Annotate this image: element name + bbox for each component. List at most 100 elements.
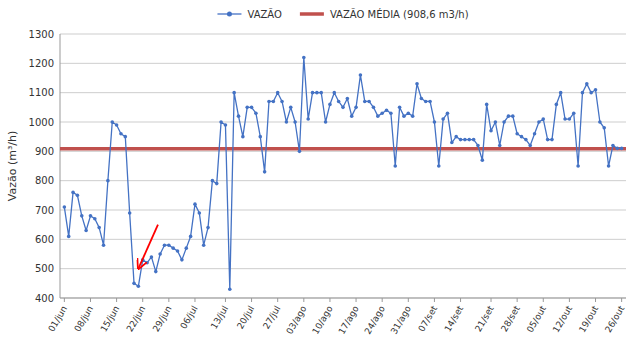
y-axis: 4005006007008009001000110012001300 bbox=[29, 29, 626, 304]
data-point bbox=[502, 120, 506, 124]
data-point bbox=[250, 106, 254, 110]
x-tick-label: 05/out bbox=[525, 304, 549, 335]
data-point bbox=[258, 135, 262, 139]
data-point bbox=[67, 235, 71, 239]
y-tick-label: 1000 bbox=[29, 117, 54, 128]
data-point bbox=[537, 120, 541, 124]
data-point bbox=[402, 114, 406, 118]
x-tick bbox=[595, 298, 596, 302]
mean-line bbox=[60, 147, 626, 151]
data-point bbox=[524, 138, 528, 142]
data-point bbox=[280, 100, 284, 104]
x-tick bbox=[517, 298, 518, 302]
y-tick-label: 1300 bbox=[29, 29, 54, 40]
data-point bbox=[555, 103, 559, 107]
grid-line bbox=[60, 92, 626, 93]
data-point bbox=[180, 258, 184, 262]
data-point bbox=[150, 255, 154, 259]
data-point bbox=[237, 114, 241, 118]
data-point bbox=[346, 97, 350, 101]
data-point bbox=[163, 243, 167, 247]
data-point bbox=[285, 120, 289, 124]
grid-line bbox=[60, 268, 626, 269]
data-point bbox=[267, 100, 271, 104]
data-point bbox=[420, 97, 424, 101]
x-tick bbox=[142, 298, 143, 302]
y-tick-label: 700 bbox=[35, 205, 54, 216]
x-tick bbox=[277, 298, 278, 302]
data-point bbox=[245, 106, 249, 110]
y-axis-label: Vazão (m³/h) bbox=[6, 131, 19, 202]
x-tick bbox=[90, 298, 91, 302]
grid-line bbox=[60, 210, 626, 211]
data-point bbox=[145, 261, 149, 265]
data-point bbox=[541, 117, 545, 121]
data-point bbox=[450, 141, 454, 145]
x-tick bbox=[408, 298, 409, 302]
data-point bbox=[298, 150, 302, 154]
data-point bbox=[515, 132, 519, 136]
data-point bbox=[128, 211, 132, 215]
x-tick-label: 27/jul bbox=[261, 304, 282, 331]
legend-item: VAZÃO MÉDIA (908,6 m3/h) bbox=[300, 8, 469, 20]
data-point bbox=[158, 252, 162, 256]
data-point bbox=[93, 217, 97, 221]
data-point bbox=[611, 144, 615, 148]
data-point bbox=[441, 117, 445, 121]
x-tick-label: 31/ago bbox=[389, 304, 414, 336]
y-tick-label: 400 bbox=[35, 293, 54, 304]
data-point bbox=[89, 214, 93, 218]
x-tick-label: 19/out bbox=[577, 304, 601, 335]
data-point bbox=[224, 123, 228, 127]
x-tick bbox=[329, 298, 330, 302]
x-tick-label: 21/set bbox=[473, 304, 496, 334]
data-point bbox=[528, 144, 532, 148]
grid-line bbox=[60, 239, 626, 240]
data-point bbox=[289, 106, 293, 110]
x-tick bbox=[194, 298, 195, 302]
grid-line bbox=[60, 63, 626, 64]
data-point bbox=[302, 56, 306, 60]
x-tick-label: 24/ago bbox=[363, 304, 388, 336]
data-point bbox=[498, 144, 502, 148]
data-point bbox=[568, 117, 572, 121]
data-point bbox=[97, 226, 101, 230]
data-point bbox=[459, 138, 463, 142]
data-point bbox=[293, 120, 297, 124]
x-tick-label: 17/ago bbox=[337, 304, 362, 336]
legend-swatch bbox=[300, 12, 324, 16]
legend-item: VAZÃO bbox=[217, 8, 282, 20]
x-tick bbox=[64, 298, 65, 302]
data-point bbox=[363, 100, 367, 104]
x-tick-label: 26/out bbox=[603, 304, 627, 335]
data-point bbox=[380, 111, 384, 115]
grid-line bbox=[60, 298, 626, 299]
data-point bbox=[102, 243, 106, 247]
data-point bbox=[585, 82, 589, 86]
data-point bbox=[428, 100, 432, 104]
legend-marker bbox=[227, 12, 232, 17]
x-tick bbox=[491, 298, 492, 302]
data-point bbox=[393, 164, 397, 168]
data-point bbox=[372, 106, 376, 110]
x-tick bbox=[569, 298, 570, 302]
x-axis-line bbox=[60, 298, 626, 299]
x-tick bbox=[356, 298, 357, 302]
data-point bbox=[607, 164, 611, 168]
data-point bbox=[306, 117, 310, 121]
data-point bbox=[550, 138, 554, 142]
data-point bbox=[202, 243, 206, 247]
x-tick-label: 01/jun bbox=[46, 304, 69, 334]
y-axis-line bbox=[60, 34, 61, 298]
x-tick-label: 06/jul bbox=[178, 304, 199, 331]
data-point bbox=[71, 191, 75, 195]
data-point bbox=[433, 120, 437, 124]
y-tick-label: 600 bbox=[35, 234, 54, 245]
x-tick bbox=[251, 298, 252, 302]
x-tick-label: 10/ago bbox=[310, 304, 335, 336]
data-point bbox=[115, 123, 119, 127]
x-tick bbox=[168, 298, 169, 302]
data-point bbox=[137, 284, 141, 288]
data-point bbox=[84, 229, 88, 233]
data-point bbox=[215, 182, 219, 186]
